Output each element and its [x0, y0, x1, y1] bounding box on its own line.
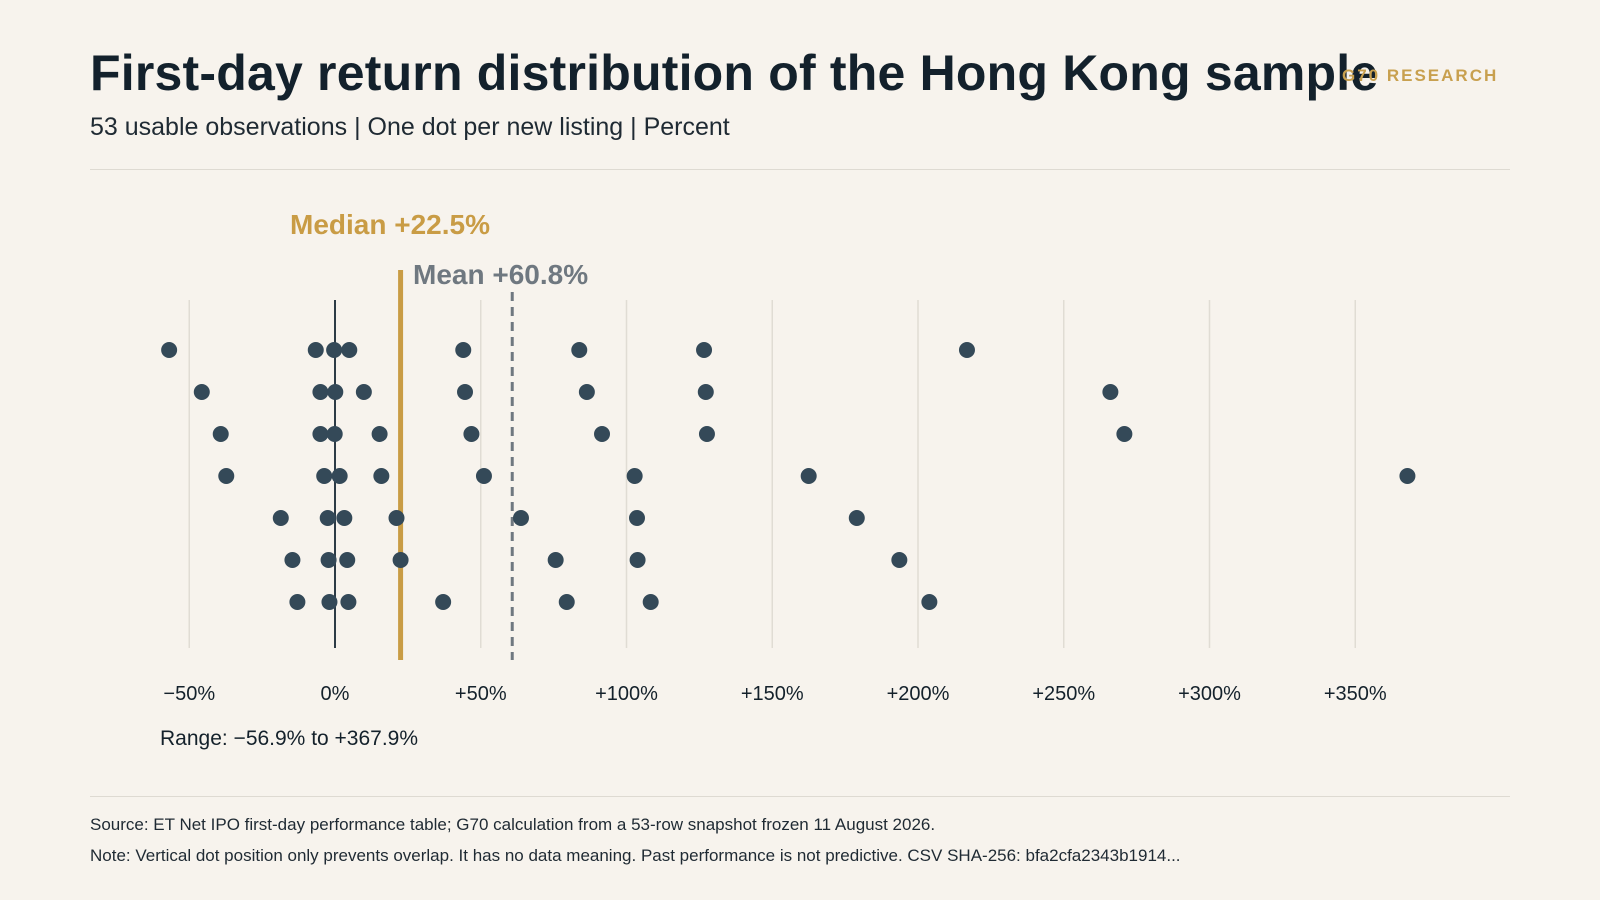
data-dot — [284, 552, 301, 568]
data-dot — [578, 384, 595, 400]
data-dot — [355, 384, 372, 400]
data-dot — [312, 426, 329, 442]
data-dot — [326, 342, 343, 358]
data-dot — [212, 426, 229, 442]
data-dot — [272, 510, 289, 526]
data-dot — [312, 384, 329, 400]
data-dot — [193, 384, 210, 400]
source-note: Source: ET Net IPO first-day performance… — [90, 815, 936, 834]
data-dot — [161, 342, 178, 358]
data-dot — [571, 342, 588, 358]
x-tick-label: +100% — [595, 683, 658, 705]
methodology-note: Note: Vertical dot position only prevent… — [90, 846, 1181, 865]
data-dot — [435, 594, 452, 610]
data-dot — [1102, 384, 1119, 400]
data-dot — [392, 552, 409, 568]
mean-label: Mean +60.8% — [413, 259, 588, 290]
data-dot — [371, 426, 388, 442]
x-tick-label: 0% — [321, 683, 350, 705]
data-dot — [326, 426, 343, 442]
x-tick-label: −50% — [163, 683, 215, 705]
data-dot — [336, 510, 353, 526]
x-tick-label: +350% — [1324, 683, 1387, 705]
data-dot — [958, 342, 975, 358]
x-tick-label: +150% — [741, 683, 804, 705]
footer-divider — [90, 796, 1510, 797]
data-dot — [1399, 468, 1416, 484]
data-dot — [340, 594, 357, 610]
data-dot — [512, 510, 529, 526]
data-dots — [161, 342, 1416, 610]
data-dot — [321, 594, 338, 610]
data-dot — [558, 594, 575, 610]
data-dot — [320, 552, 337, 568]
data-dot — [629, 552, 646, 568]
range-label: Range: −56.9% to +367.9% — [160, 727, 418, 750]
data-dot — [626, 468, 643, 484]
data-dot — [316, 468, 333, 484]
x-axis-ticks: −50% 0% +50% +100% +150% +200% +250% +300% +350% — [163, 683, 1386, 705]
data-dot — [697, 384, 714, 400]
data-dot — [628, 510, 645, 526]
chart-subtitle: 53 usable observations | One dot per new… — [90, 113, 730, 141]
data-dot — [1116, 426, 1133, 442]
data-dot — [463, 426, 480, 442]
chart-title: First-day return distribution of the Hon… — [90, 45, 1379, 101]
data-dot — [388, 510, 405, 526]
data-dot — [307, 342, 324, 358]
data-dot — [289, 594, 306, 610]
data-dot — [642, 594, 659, 610]
x-tick-label: +200% — [887, 683, 950, 705]
data-dot — [594, 426, 611, 442]
data-dot — [921, 594, 938, 610]
x-tick-label: +50% — [455, 683, 507, 705]
reference-lines: Median +22.5% Mean +60.8% — [290, 209, 588, 660]
data-dot — [339, 552, 356, 568]
x-tick-label: +300% — [1178, 683, 1241, 705]
brand-logo-text: G70 RESEARCH — [1342, 66, 1499, 85]
x-tick-label: +250% — [1032, 683, 1095, 705]
data-dot — [319, 510, 336, 526]
data-dot — [696, 342, 713, 358]
data-dot — [341, 342, 358, 358]
data-dot — [547, 552, 564, 568]
median-label: Median +22.5% — [290, 209, 490, 240]
data-dot — [698, 426, 715, 442]
data-dot — [218, 468, 235, 484]
data-dot — [457, 384, 474, 400]
data-dot — [800, 468, 817, 484]
data-dot — [475, 468, 492, 484]
header-divider — [90, 169, 1510, 170]
data-dot — [327, 384, 344, 400]
gridlines — [188, 300, 1356, 648]
data-dot — [455, 342, 472, 358]
data-dot — [848, 510, 865, 526]
data-dot — [373, 468, 390, 484]
data-dot — [331, 468, 348, 484]
data-dot — [891, 552, 908, 568]
